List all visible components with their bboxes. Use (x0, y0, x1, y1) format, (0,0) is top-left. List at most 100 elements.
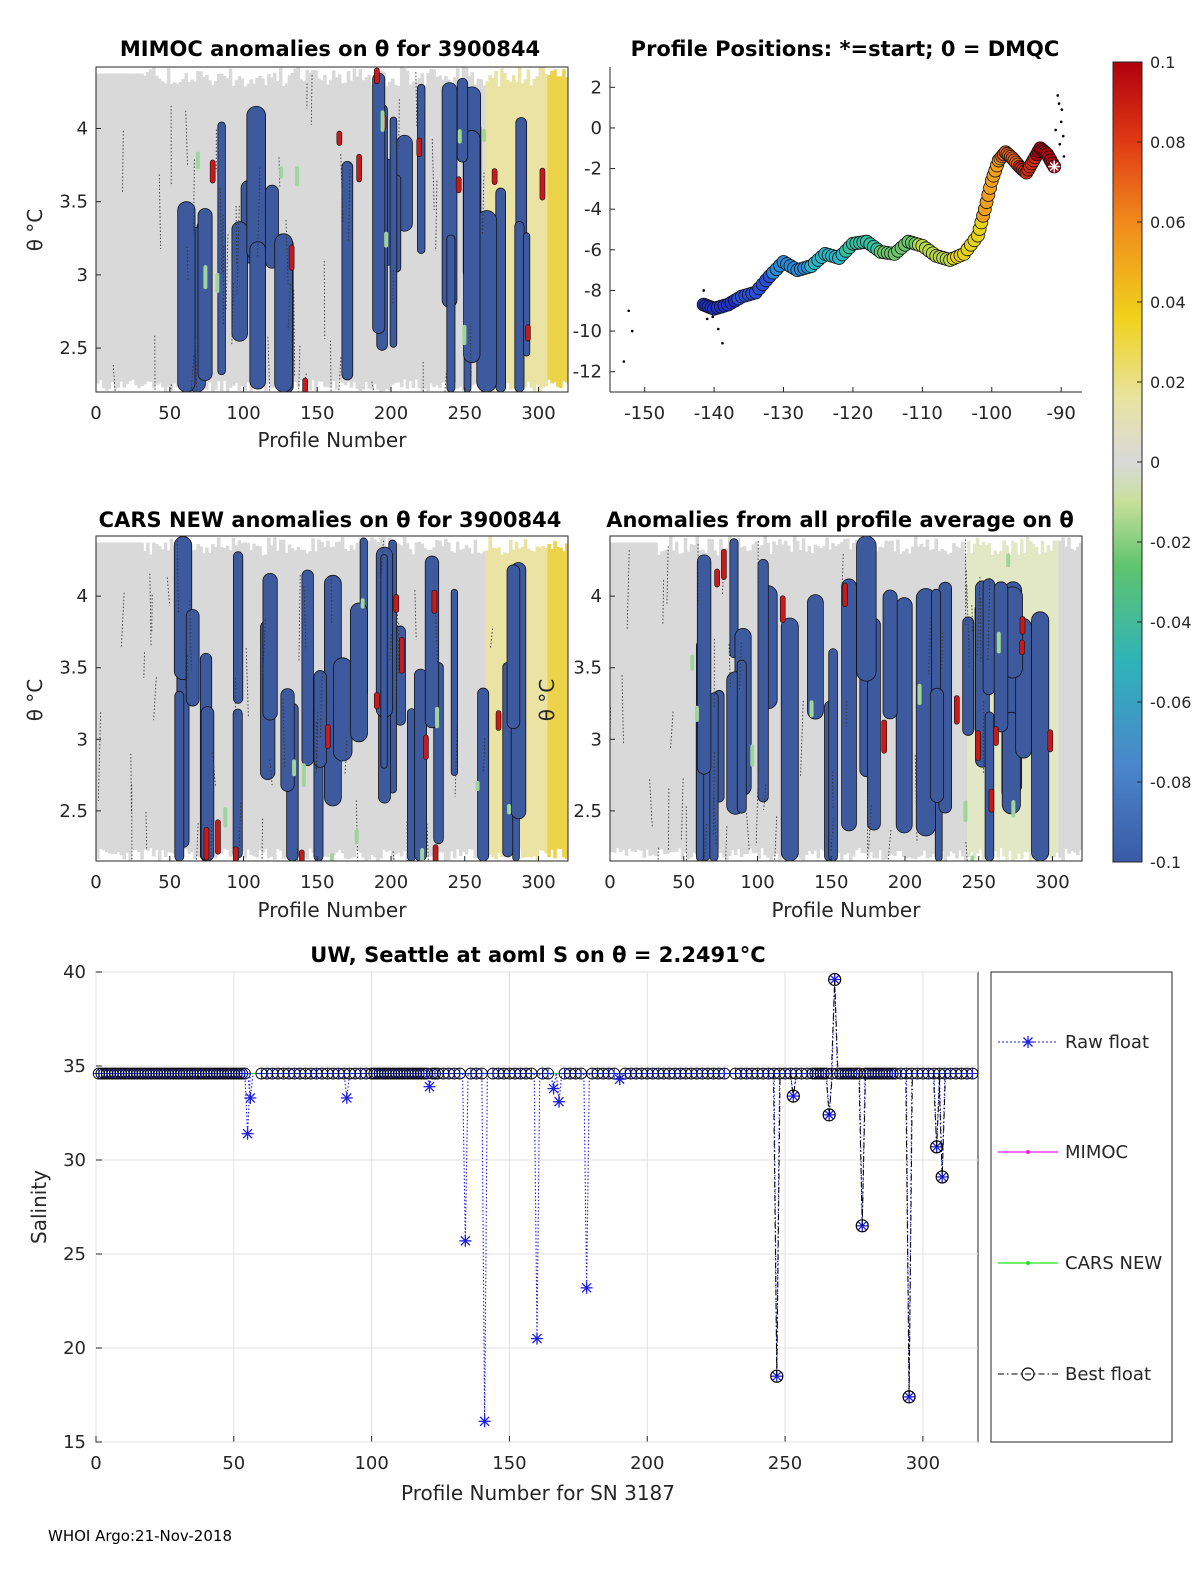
anomaly-spot-green (462, 324, 467, 346)
contour-line (662, 580, 665, 626)
heat-column (122, 73, 127, 388)
heat-column (680, 552, 685, 860)
contour-line (145, 812, 148, 850)
heat-column (216, 537, 221, 849)
raw-float-stroke (424, 1081, 435, 1092)
x-tick-label: -130 (763, 403, 804, 424)
x-tick-label: -150 (624, 403, 665, 424)
anomaly-spot-red (491, 168, 498, 185)
colorbar-ticks: 0.1 0.08 0.06 0.04 0.02 0 -0.02 -0.04 -0.06 -0.08… (1137, 53, 1191, 872)
heat-column (556, 546, 560, 849)
raw-float-point (903, 1390, 916, 1403)
best-float-point (902, 1390, 916, 1404)
avg-ylabel: θ °C (535, 679, 559, 722)
heat-column (1055, 540, 1059, 853)
x-tick-label: 300 (521, 403, 555, 424)
y-tick-label: -2 (584, 159, 602, 180)
x-tick-label: 300 (906, 1453, 940, 1474)
heat-column (284, 83, 289, 382)
legend-best-float: Best float (998, 1364, 1151, 1385)
anomaly-blob (962, 616, 975, 736)
anomaly-spot-red (1047, 729, 1054, 753)
anomaly-spot-green (507, 804, 512, 815)
y-tick-label: 2 (591, 77, 602, 98)
anomaly-blob (736, 659, 747, 814)
heat-column (509, 81, 513, 390)
positions-track (622, 94, 1066, 363)
x-tick-label: 200 (630, 1453, 664, 1474)
raw-float-point (576, 1068, 587, 1079)
legend-mimoc-marker (1026, 1150, 1030, 1154)
heat-column (1049, 550, 1054, 860)
x-tick-label: 0 (604, 872, 615, 893)
contour-line (426, 823, 429, 861)
y-tick-label: 3.5 (59, 192, 88, 213)
heat-column (751, 544, 756, 854)
climatology-dot (1054, 128, 1057, 132)
heat-column (337, 74, 342, 381)
heat-column (627, 542, 632, 849)
heat-column (408, 84, 413, 382)
heat-column (110, 73, 115, 383)
climatology-dot (1059, 120, 1063, 124)
cars-axes: 0 50 100 150 200 250 300 2.5 3 3.5 4 (59, 586, 555, 893)
raw-float-stroke (460, 1235, 471, 1246)
y-tick-label: -12 (573, 362, 602, 383)
heat-column (113, 73, 118, 390)
y-tick-label: 25 (63, 1244, 86, 1265)
heat-column (160, 549, 165, 851)
heat-column (96, 542, 100, 860)
heat-column (467, 547, 472, 850)
x-tick-label: 300 (521, 872, 555, 893)
anomaly-spot-red (374, 692, 380, 710)
heat-column (323, 74, 327, 387)
x-tick-label: 250 (768, 1453, 802, 1474)
y-tick-label: 4 (77, 118, 88, 139)
heat-column (559, 547, 563, 849)
raw-float-point (478, 1415, 491, 1428)
raw-float-point (531, 1332, 543, 1345)
x-tick-label: -140 (694, 403, 735, 424)
heat-column (225, 545, 230, 851)
anomaly-blob (982, 578, 996, 696)
raw-float-point (553, 1095, 566, 1108)
x-tick-label: 250 (962, 872, 996, 893)
heat-column (666, 549, 670, 854)
contour-line (669, 711, 674, 751)
heat-column (1067, 537, 1071, 854)
best-float-point (855, 1219, 869, 1233)
x-tick-label: 150 (300, 403, 334, 424)
y-tick-label: 3 (591, 729, 602, 750)
heat-column (511, 75, 516, 390)
climatology-dot (1056, 94, 1060, 97)
heat-column (461, 548, 466, 852)
anomaly-blob (780, 617, 799, 861)
contour-line (800, 700, 804, 778)
legend-raw-marker (1022, 1036, 1034, 1048)
anomaly-blob (463, 130, 481, 364)
best-float-point (786, 1089, 800, 1103)
legend-best-label: Best float (1065, 1364, 1151, 1385)
x-tick-label: 100 (740, 872, 774, 893)
anomaly-spot-green (301, 763, 306, 787)
contour-line (728, 644, 731, 688)
heat-column (157, 78, 162, 384)
heat-column (131, 73, 135, 380)
contour-line (414, 590, 417, 640)
heat-column (228, 68, 233, 388)
anomaly-spot-red (988, 788, 995, 813)
heat-column (444, 538, 448, 861)
anomaly-blob (729, 538, 739, 659)
anomaly-spot-green (420, 848, 425, 861)
contour-line (914, 755, 918, 843)
contour-line (928, 617, 932, 675)
contour-line (212, 752, 216, 787)
x-tick-label: 100 (226, 403, 260, 424)
anomaly-spot-red (1019, 616, 1026, 635)
heat-column (214, 546, 218, 859)
heat-column (559, 76, 563, 389)
heat-column (296, 546, 301, 857)
x-tick-label: 150 (300, 872, 334, 893)
heat-column (689, 543, 694, 858)
avg-heatmap (610, 536, 1082, 861)
